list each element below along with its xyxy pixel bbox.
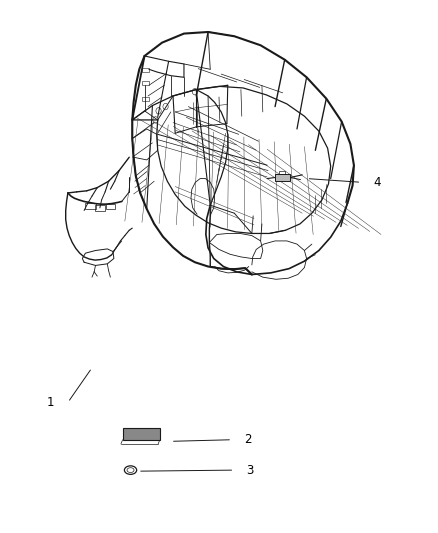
Bar xyxy=(123,428,160,440)
Bar xyxy=(142,81,149,85)
Text: 3: 3 xyxy=(246,464,253,477)
Bar xyxy=(142,68,149,72)
Bar xyxy=(275,174,290,181)
Bar xyxy=(85,203,96,209)
Text: 1: 1 xyxy=(46,396,54,409)
Bar xyxy=(106,204,115,209)
Bar xyxy=(95,205,105,211)
Bar xyxy=(142,97,149,101)
Bar xyxy=(279,171,285,174)
Text: 4: 4 xyxy=(373,176,381,189)
Text: 2: 2 xyxy=(244,433,251,446)
